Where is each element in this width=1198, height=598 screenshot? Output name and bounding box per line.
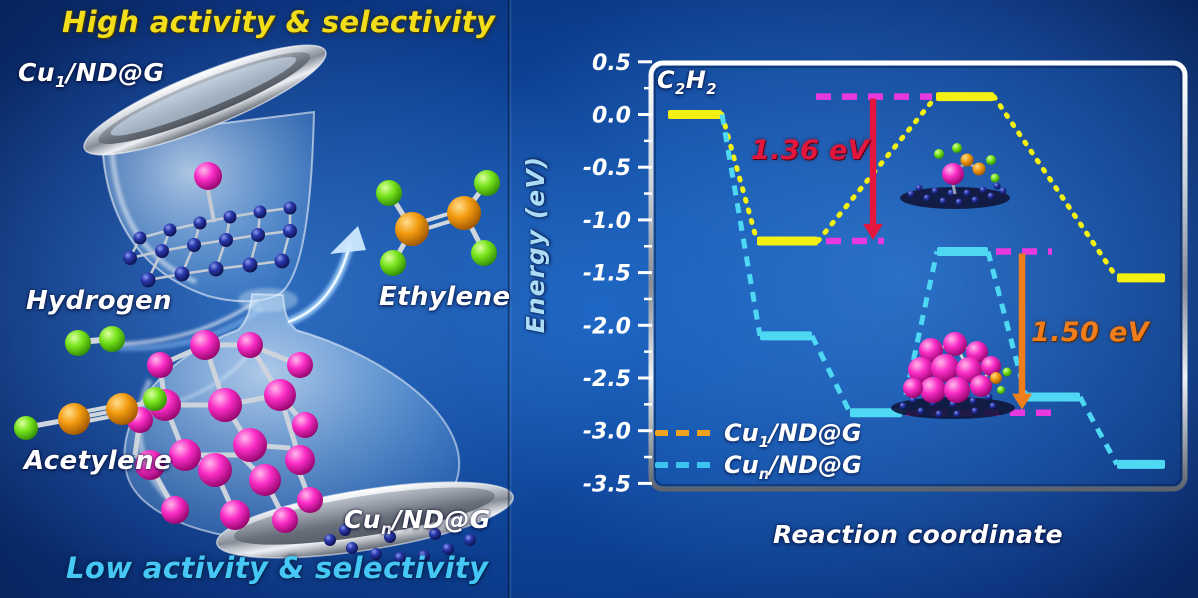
y-tick-label: -3.0: [583, 420, 631, 445]
cun-catalyst-label: Cun/ND@G: [344, 505, 491, 538]
energy-diagram-frame: [648, 60, 1188, 492]
hydrogen-label: Hydrogen: [26, 286, 172, 316]
hourglass-top-lid: [83, 44, 327, 156]
acetylene-label: Acetylene: [24, 446, 173, 476]
hourglass-bottom-lid: [216, 481, 514, 559]
ethylene-label: Ethylene: [379, 282, 511, 312]
cu1-atom: [194, 162, 222, 190]
y-tick-label: -2.0: [583, 314, 631, 339]
acetylene-molecule: [14, 387, 167, 440]
title-high-activity: High activity & selectivity: [62, 5, 496, 39]
y-tick-label: -3.5: [583, 472, 631, 497]
conversion-arrow: [286, 226, 366, 326]
barrier-label-cu1: 1.36 eV: [750, 135, 870, 166]
y-tick-label: -0.5: [583, 156, 631, 181]
y-axis-label: Energy (eV): [521, 156, 550, 334]
x-axis-label: Reaction coordinate: [773, 520, 1063, 549]
title-low-activity: Low activity & selectivity: [66, 551, 489, 585]
ethylene-molecule: [376, 170, 500, 276]
y-tick-label: 0.0: [592, 104, 631, 129]
cun-inset-cluster: [891, 332, 1015, 419]
hydrogen-molecule: [65, 326, 125, 356]
legend-entry-cu1: Cu1/ND@G: [655, 419, 862, 451]
legend-dash-cun: [655, 462, 713, 468]
graphene-on-lid: [324, 524, 476, 564]
cu1-catalyst-label: Cu1/ND@G: [18, 58, 165, 91]
y-tick-label: 0.5: [592, 51, 631, 76]
y-tick-label: -1.5: [583, 262, 631, 287]
legend-label-cun: Cun/ND@G: [724, 451, 862, 483]
legend-entry-cun: Cun/ND@G: [655, 451, 862, 483]
panel-divider: [507, 0, 512, 598]
graphene-sheet-cu1: [123, 162, 297, 288]
y-tick-label: -2.5: [583, 367, 631, 392]
cu1-inset-molecule: [900, 143, 1010, 209]
y-tick-label: -1.0: [583, 209, 631, 234]
legend-label-cu1: Cu1/ND@G: [724, 419, 862, 451]
energy-diagram-plot: 0.5 0.0 -0.5 -1.0 -1.5 -2.0 -2.5 -3.0 -3.5: [583, 51, 1165, 497]
barrier-label-cun: 1.50 eV: [1030, 317, 1150, 348]
start-state-label: C2H2: [657, 66, 718, 98]
legend-dash-cu1: [655, 430, 713, 436]
